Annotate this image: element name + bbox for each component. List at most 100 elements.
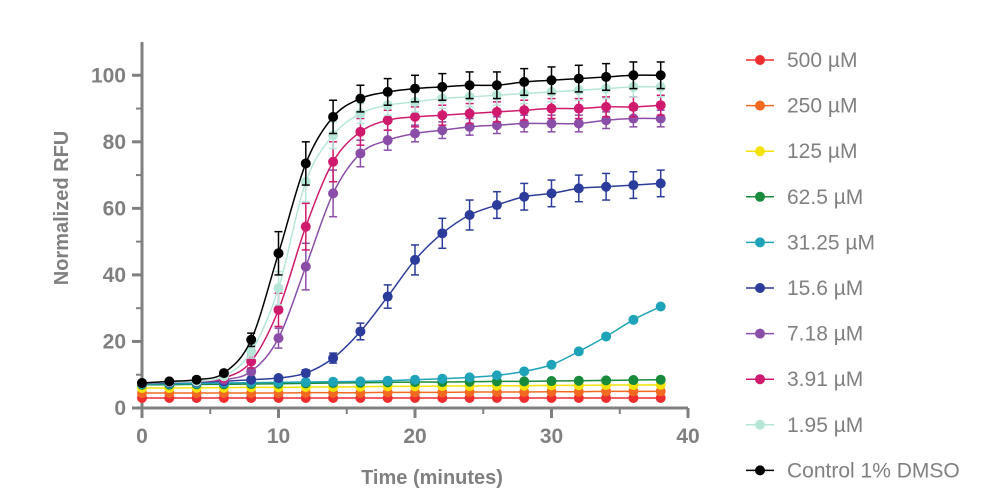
data-point (191, 374, 202, 385)
data-point (601, 181, 612, 192)
legend-item: 125 µM (746, 140, 857, 163)
data-point (628, 375, 639, 386)
data-point (328, 156, 339, 167)
series-line (141, 86, 661, 384)
data-point (573, 183, 584, 194)
legend-item: 1.95 µM (746, 414, 863, 437)
y-tick-label: 40 (103, 264, 126, 287)
data-point (355, 148, 366, 159)
data-point (573, 103, 584, 114)
data-point (573, 346, 584, 357)
data-point (519, 76, 530, 87)
y-axis-title: Normalized RFU (51, 131, 73, 285)
data-point (273, 373, 284, 384)
data-point (382, 115, 393, 126)
data-point (273, 248, 284, 259)
data-point (355, 376, 366, 387)
data-point (246, 346, 257, 357)
x-tick-label: 10 (267, 425, 290, 448)
y-tick-label: 80 (103, 131, 126, 154)
data-point (246, 366, 257, 377)
legend: 500 µM 250 µM 125 µM 62.5 µM 31.25 µM 15.6 µM… (746, 49, 960, 482)
legend-swatch-marker (755, 146, 765, 157)
data-point (628, 180, 639, 191)
series-5 (137, 169, 666, 389)
data-point (655, 374, 666, 385)
x-axis-title: Time (minutes) (361, 467, 503, 489)
legend-label: 1.95 µM (787, 414, 863, 437)
data-point (601, 115, 612, 126)
legend-swatch-marker (755, 237, 765, 248)
data-point (355, 326, 366, 337)
data-point (601, 101, 612, 112)
x-tick-label: 30 (540, 425, 563, 448)
data-point (273, 283, 284, 294)
data-point (546, 359, 557, 370)
data-point (519, 105, 530, 116)
data-point (519, 118, 530, 129)
data-point (464, 108, 475, 119)
data-point (464, 80, 475, 91)
legend-label: 31.25 µM (787, 231, 875, 254)
data-point (382, 86, 393, 97)
data-point (300, 368, 311, 379)
legend-swatch-marker (755, 55, 765, 65)
legend-item: 250 µM (746, 95, 857, 118)
legend-item: 500 µM (746, 49, 857, 72)
legend-label: 7.18 µM (787, 323, 863, 346)
data-point (218, 368, 229, 379)
data-point (491, 200, 502, 211)
legend-swatch-marker (755, 191, 765, 202)
y-tick-label: 20 (103, 330, 126, 353)
data-point (410, 128, 420, 139)
data-point (437, 125, 448, 136)
y-tick-label: 0 (114, 397, 126, 420)
data-point (355, 108, 366, 119)
data-point (300, 261, 311, 272)
data-point (410, 374, 420, 385)
y-tick-label: 60 (103, 197, 126, 220)
legend-item: 7.18 µM (746, 323, 863, 346)
data-point (573, 375, 584, 386)
data-point (164, 376, 175, 387)
data-point (437, 81, 448, 92)
legend-swatch-marker (755, 419, 765, 430)
data-point (628, 70, 639, 81)
legend-swatch-marker (755, 328, 765, 339)
legend-label: 15.6 µM (787, 277, 863, 300)
data-point (573, 118, 584, 129)
data-point (546, 75, 557, 86)
data-point (328, 376, 339, 387)
data-point (355, 126, 366, 137)
data-point (628, 101, 639, 112)
legend-label: 250 µM (787, 95, 857, 118)
data-point (137, 378, 147, 389)
series-7 (137, 94, 666, 389)
legend-item: 15.6 µM (746, 277, 863, 300)
legend-swatch-marker (755, 374, 765, 385)
data-point (273, 333, 284, 344)
x-tick-label: 0 (136, 425, 148, 448)
data-point (382, 375, 393, 386)
data-point (655, 113, 666, 124)
legend-item: Control 1% DMSO (746, 459, 960, 482)
data-point (491, 370, 502, 381)
data-point (273, 304, 284, 315)
data-point (437, 110, 448, 121)
series-6 (137, 109, 666, 389)
x-tick-label: 40 (676, 425, 699, 448)
data-point (328, 130, 339, 141)
series-line (141, 104, 661, 384)
data-point (382, 291, 393, 302)
data-point (300, 221, 311, 232)
data-point (246, 334, 257, 345)
data-point (546, 118, 557, 129)
legend-item: 3.91 µM (746, 368, 863, 391)
data-point (519, 376, 530, 387)
legend-label: 62.5 µM (787, 186, 863, 209)
legend-swatch-marker (755, 283, 765, 293)
legend-item: 31.25 µM (746, 231, 875, 254)
data-point (546, 188, 557, 199)
data-point (628, 314, 639, 325)
data-point (601, 375, 612, 386)
